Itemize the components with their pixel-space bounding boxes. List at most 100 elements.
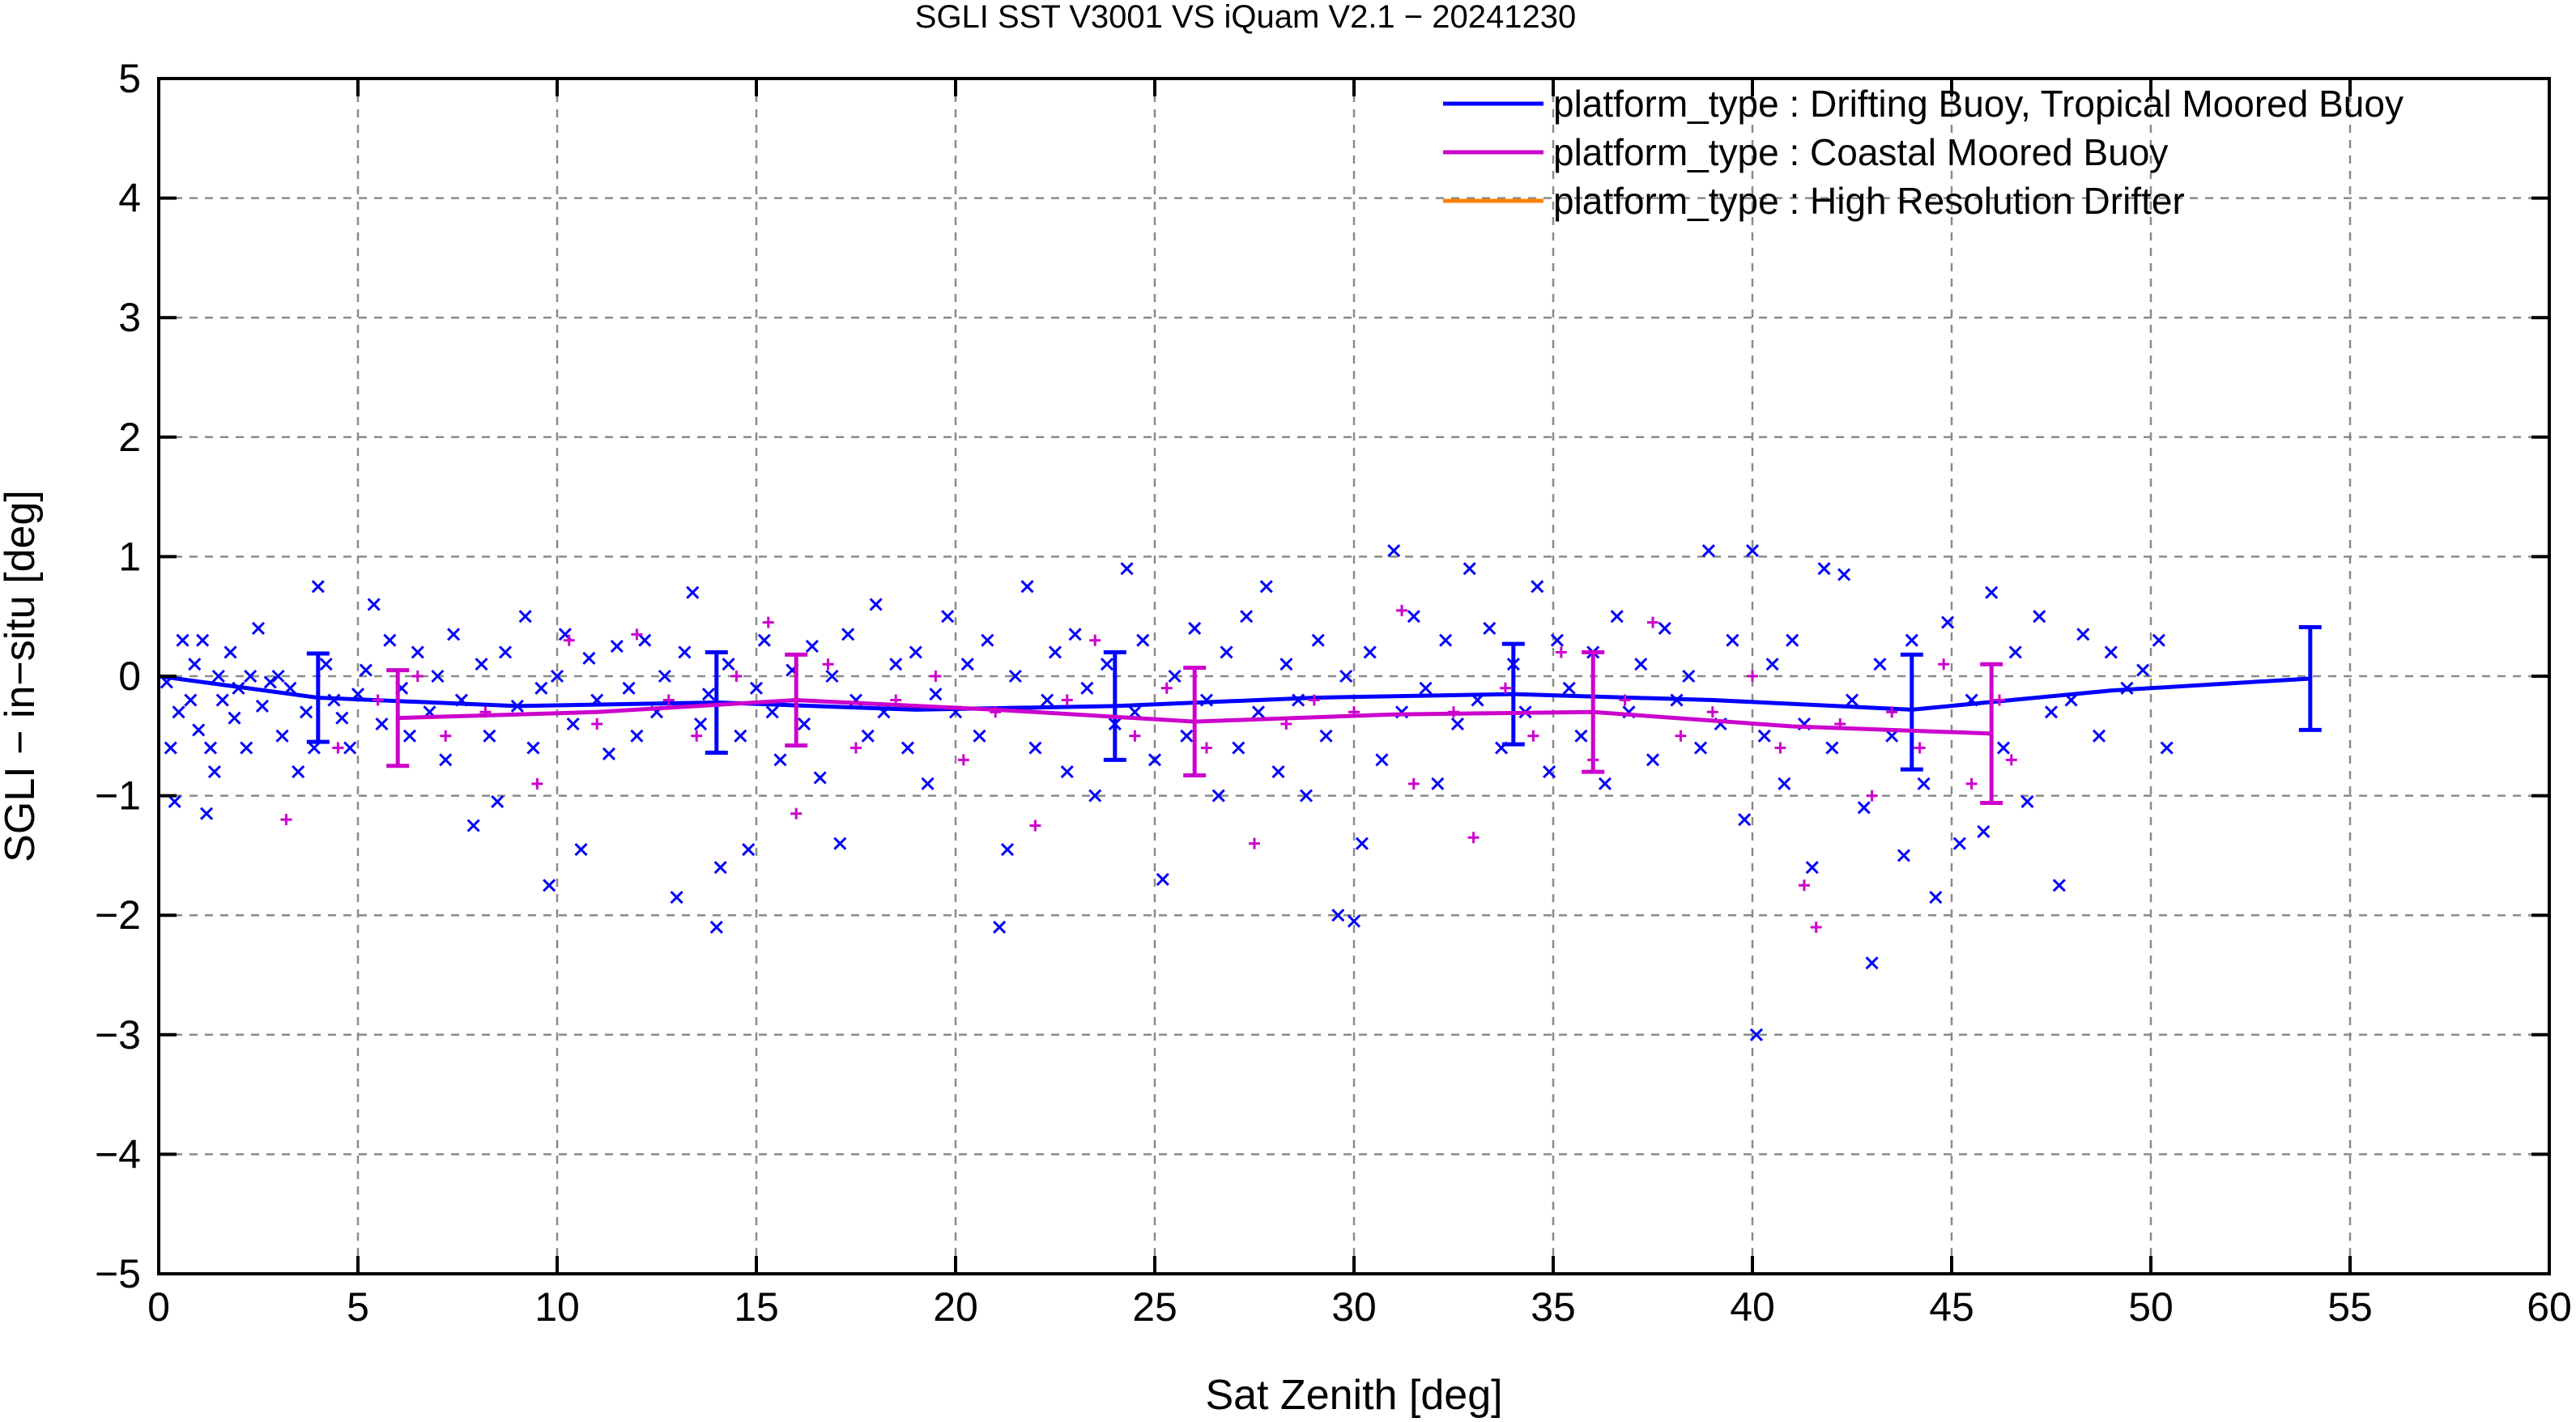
- data-point: [1439, 633, 1453, 647]
- data-point: [797, 717, 811, 731]
- data-point: [1765, 658, 1779, 671]
- data-point: [762, 616, 774, 628]
- data-point: [662, 694, 675, 706]
- data-point: [1837, 568, 1851, 581]
- data-point: [207, 765, 221, 779]
- data-point: [1994, 694, 2006, 706]
- error-bar: [1582, 649, 1605, 774]
- data-point: [240, 741, 253, 755]
- data-point: [2008, 645, 2022, 659]
- data-point: [749, 681, 764, 695]
- data-point: [543, 879, 556, 892]
- data-point: [1938, 658, 1950, 671]
- data-point: [822, 658, 834, 671]
- data-point: [1598, 777, 1612, 790]
- mean-line: [158, 674, 2310, 712]
- data-point: [1693, 741, 1708, 755]
- data-point: [1798, 879, 1810, 892]
- data-point: [531, 777, 543, 790]
- data-point: [1647, 616, 1658, 628]
- data-point: [1531, 580, 1544, 594]
- error-bar: [785, 652, 808, 748]
- data-point: [701, 688, 716, 701]
- data-point: [1786, 633, 1799, 647]
- data-point: [1251, 705, 1265, 719]
- data-point: [335, 711, 349, 725]
- y-tick-label: −2: [95, 892, 141, 938]
- data-point: [1259, 580, 1273, 594]
- data-point: [1008, 669, 1022, 683]
- data-point: [2136, 663, 2150, 677]
- data-point: [292, 765, 305, 779]
- data-point: [518, 610, 532, 624]
- data-point: [981, 633, 994, 647]
- data-point: [1929, 890, 1943, 905]
- data-point: [941, 610, 955, 624]
- data-point: [833, 837, 847, 850]
- data-point: [307, 741, 321, 755]
- data-point: [2160, 741, 2174, 755]
- data-point: [372, 694, 384, 706]
- data-point: [383, 633, 397, 647]
- data-point: [602, 747, 616, 761]
- data-point: [825, 669, 839, 683]
- data-point: [1136, 633, 1150, 647]
- data-point: [498, 645, 513, 659]
- data-point: [790, 807, 803, 820]
- data-point: [491, 794, 505, 809]
- data-point: [930, 671, 942, 682]
- data-point: [929, 688, 943, 701]
- data-point: [1068, 628, 1082, 641]
- data-point: [1129, 730, 1141, 742]
- data-point: [1865, 956, 1879, 970]
- x-tick-label: 40: [1730, 1284, 1775, 1330]
- data-point: [841, 628, 855, 641]
- data-point: [1467, 832, 1480, 844]
- data-point: [805, 640, 819, 654]
- data-point: [1339, 669, 1353, 683]
- data-point: [1463, 562, 1476, 576]
- data-point: [670, 890, 683, 905]
- data-point: [757, 633, 771, 647]
- error-bar: [1183, 666, 1207, 778]
- data-point: [691, 730, 703, 742]
- data-point: [1029, 820, 1041, 832]
- error-bar: [1501, 641, 1525, 747]
- error-bar: [2298, 624, 2322, 732]
- data-point: [1271, 765, 1285, 779]
- data-point: [2104, 645, 2118, 659]
- grid: [159, 79, 2549, 1274]
- x-axis-label: Sat Zenith [deg]: [1205, 1372, 1502, 1419]
- x-tick-label: 55: [2327, 1284, 2373, 1330]
- data-point: [1885, 729, 1899, 743]
- data-point: [1658, 621, 1671, 636]
- data-point: [2092, 729, 2106, 743]
- error-bar: [1103, 649, 1126, 762]
- data-point: [1897, 849, 1911, 862]
- data-point: [2020, 794, 2034, 809]
- data-point: [1363, 645, 1377, 659]
- data-point: [343, 741, 357, 755]
- x-tick-label: 50: [2128, 1284, 2174, 1330]
- data-point: [1168, 669, 1182, 683]
- data-point: [1550, 633, 1564, 647]
- data-point: [2033, 610, 2046, 624]
- data-point: [1100, 658, 1114, 671]
- y-tick-label: −5: [95, 1251, 141, 1296]
- series-0: [158, 543, 2322, 1041]
- data-point: [1886, 706, 1898, 718]
- data-point: [1845, 693, 1859, 707]
- data-point: [1977, 824, 1991, 838]
- y-tick-label: 4: [118, 176, 141, 221]
- data-point: [199, 807, 214, 820]
- data-point: [1000, 842, 1015, 857]
- data-point: [1905, 633, 1918, 647]
- x-tick-label: 35: [1531, 1284, 1576, 1330]
- data-point: [957, 754, 969, 766]
- y-tick-label: −1: [95, 773, 141, 819]
- data-point: [709, 920, 723, 935]
- data-point: [1917, 777, 1931, 790]
- data-point: [973, 729, 986, 743]
- data-point: [1431, 777, 1445, 790]
- data-point: [1240, 610, 1254, 624]
